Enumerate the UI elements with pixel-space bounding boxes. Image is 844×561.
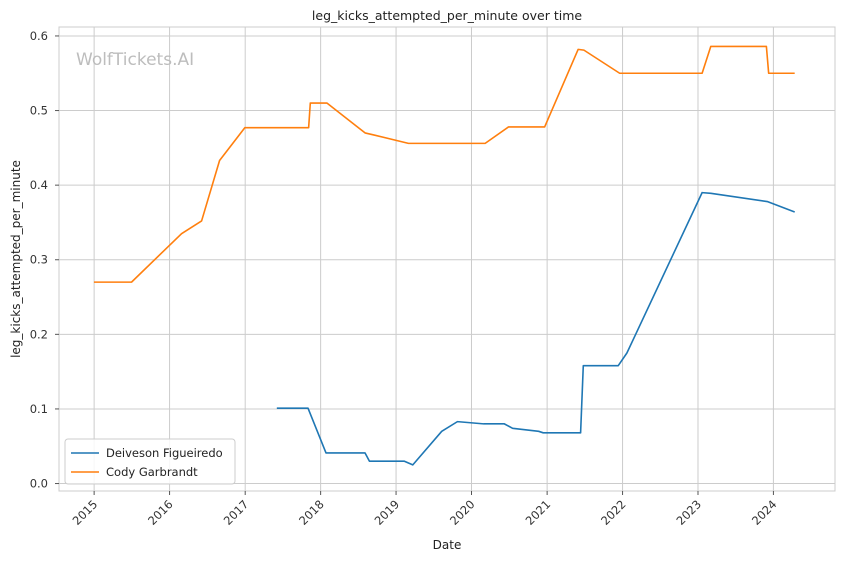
- y-tick-label-0.5: 0.5: [30, 104, 48, 118]
- x-tick-label-2022: 2022: [598, 497, 629, 528]
- x-tick-label-2017: 2017: [221, 497, 252, 528]
- series-line-deiveson-figueiredo: [276, 191, 795, 466]
- x-tick-label-2024: 2024: [749, 497, 780, 528]
- plot-area: [58, 26, 836, 492]
- y-tick-label-0.4: 0.4: [30, 178, 48, 192]
- legend-label-deiveson-figueiredo: Deiveson Figueiredo: [106, 446, 223, 460]
- y-tick-label-0.0: 0.0: [30, 477, 48, 491]
- x-axis-title: Date: [433, 538, 462, 552]
- x-tick-label-2015: 2015: [70, 497, 101, 528]
- y-tick-label-0.6: 0.6: [30, 29, 48, 43]
- y-tick-label-0.2: 0.2: [30, 327, 48, 341]
- x-tick-label-2023: 2023: [674, 497, 705, 528]
- x-tick-label-2018: 2018: [296, 497, 327, 528]
- y-tick-label-0.3: 0.3: [30, 253, 48, 267]
- chart-title: leg_kicks_attempted_per_minute over time: [312, 8, 582, 23]
- legend: Deiveson Figueiredo Cody Garbrandt: [64, 438, 236, 485]
- x-tick-label-2016: 2016: [145, 497, 176, 528]
- x-tick-label-2021: 2021: [523, 497, 554, 528]
- y-axis-title: leg_kicks_attempted_per_minute: [9, 160, 23, 358]
- watermark: WolfTickets.AI: [76, 50, 194, 70]
- legend-label-cody-garbrandt: Cody Garbrandt: [106, 465, 198, 479]
- series-lines: [93, 45, 795, 466]
- y-tick-label-0.1: 0.1: [30, 402, 48, 416]
- legend-box: [64, 438, 236, 485]
- x-tick-label-2020: 2020: [447, 497, 478, 528]
- x-tick-label-2019: 2019: [372, 497, 403, 528]
- series-line-cody-garbrandt: [93, 45, 795, 283]
